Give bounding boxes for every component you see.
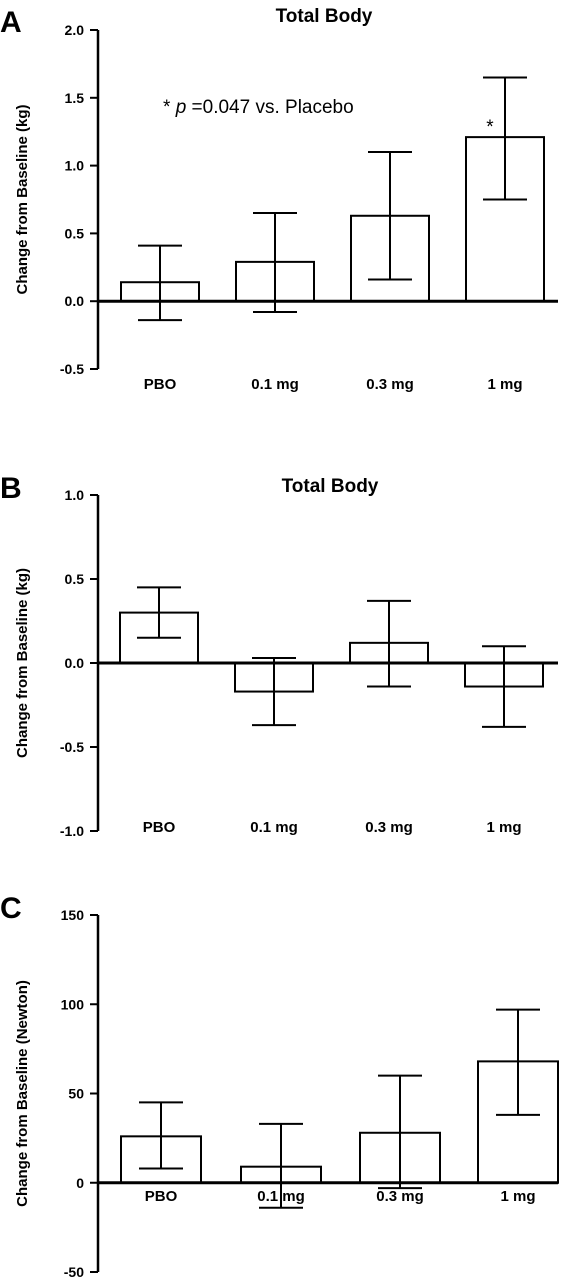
y-tick-label: 0.0 (65, 655, 85, 671)
chart-title: Total Body (276, 6, 373, 27)
x-category-label: 0.1 mg (257, 1188, 305, 1205)
significance-marker: * (486, 117, 494, 138)
error-bar (252, 656, 296, 727)
error-bar (368, 151, 412, 281)
x-category-label: PBO (143, 819, 176, 836)
y-tick-label: 1.5 (65, 90, 85, 106)
error-bar (496, 1008, 540, 1116)
y-axis-label: Change from Baseline (Newton) (14, 980, 31, 1207)
note-suffix: =0.047 vs. Placebo (186, 97, 353, 118)
x-category-label: 0.1 mg (250, 819, 298, 836)
error-bar (259, 1122, 303, 1209)
error-bar (378, 1074, 422, 1190)
chart-panel-b: B Total Body Change from Baseline (kg) -1.0… (0, 472, 558, 839)
x-category-label: PBO (145, 1188, 178, 1205)
y-tick-label: -50 (64, 1264, 84, 1280)
x-category-label: 1 mg (487, 376, 522, 393)
y-tick-label: 0 (76, 1175, 84, 1191)
x-category-label: 0.3 mg (376, 1188, 424, 1205)
x-category-label: 0.3 mg (365, 819, 413, 836)
note-prefix: * (163, 97, 176, 118)
y-tick-label: 1.0 (65, 487, 85, 503)
y-tick-label: -0.5 (60, 739, 84, 755)
x-category-label: 1 mg (500, 1188, 535, 1205)
significance-note: * p =0.047 vs. Placebo (163, 97, 354, 118)
y-tick-label: 0.5 (65, 225, 85, 241)
panel-letter: C (0, 892, 22, 925)
y-tick-label: -0.5 (60, 361, 84, 377)
chart-panel-c: C Change from Baseline (Newton) -50 0 50 100 1… (0, 892, 559, 1280)
x-category-label: 0.1 mg (251, 376, 299, 393)
chart-panel-a: A Total Body Change from Baseline (kg) -0.5… (0, 6, 558, 393)
error-bar (137, 586, 181, 639)
error-bar (139, 1101, 183, 1170)
chart-title: Total Body (282, 476, 379, 497)
error-bar (138, 244, 182, 322)
y-tick-label: 0.5 (65, 571, 85, 587)
y-tick-label: -1.0 (60, 823, 84, 839)
error-bar (482, 645, 526, 728)
y-tick-label: 50 (68, 1086, 84, 1102)
y-tick-label: 150 (61, 907, 85, 923)
y-tick-label: 1.0 (65, 158, 85, 174)
y-tick-label: 2.0 (65, 22, 85, 38)
panel-letter: A (0, 6, 22, 39)
y-tick-label: 0.0 (65, 293, 85, 309)
panel-letter: B (0, 472, 22, 505)
x-category-label: 0.3 mg (366, 376, 414, 393)
y-axis-label: Change from Baseline (kg) (14, 568, 31, 758)
error-bar (253, 212, 297, 314)
y-axis-label: Change from Baseline (kg) (14, 104, 31, 294)
x-category-label: 1 mg (486, 819, 521, 836)
note-p: p (175, 97, 187, 118)
error-bar (367, 599, 411, 688)
x-category-label: PBO (144, 376, 177, 393)
y-tick-label: 100 (61, 996, 85, 1012)
error-bar (483, 76, 527, 201)
